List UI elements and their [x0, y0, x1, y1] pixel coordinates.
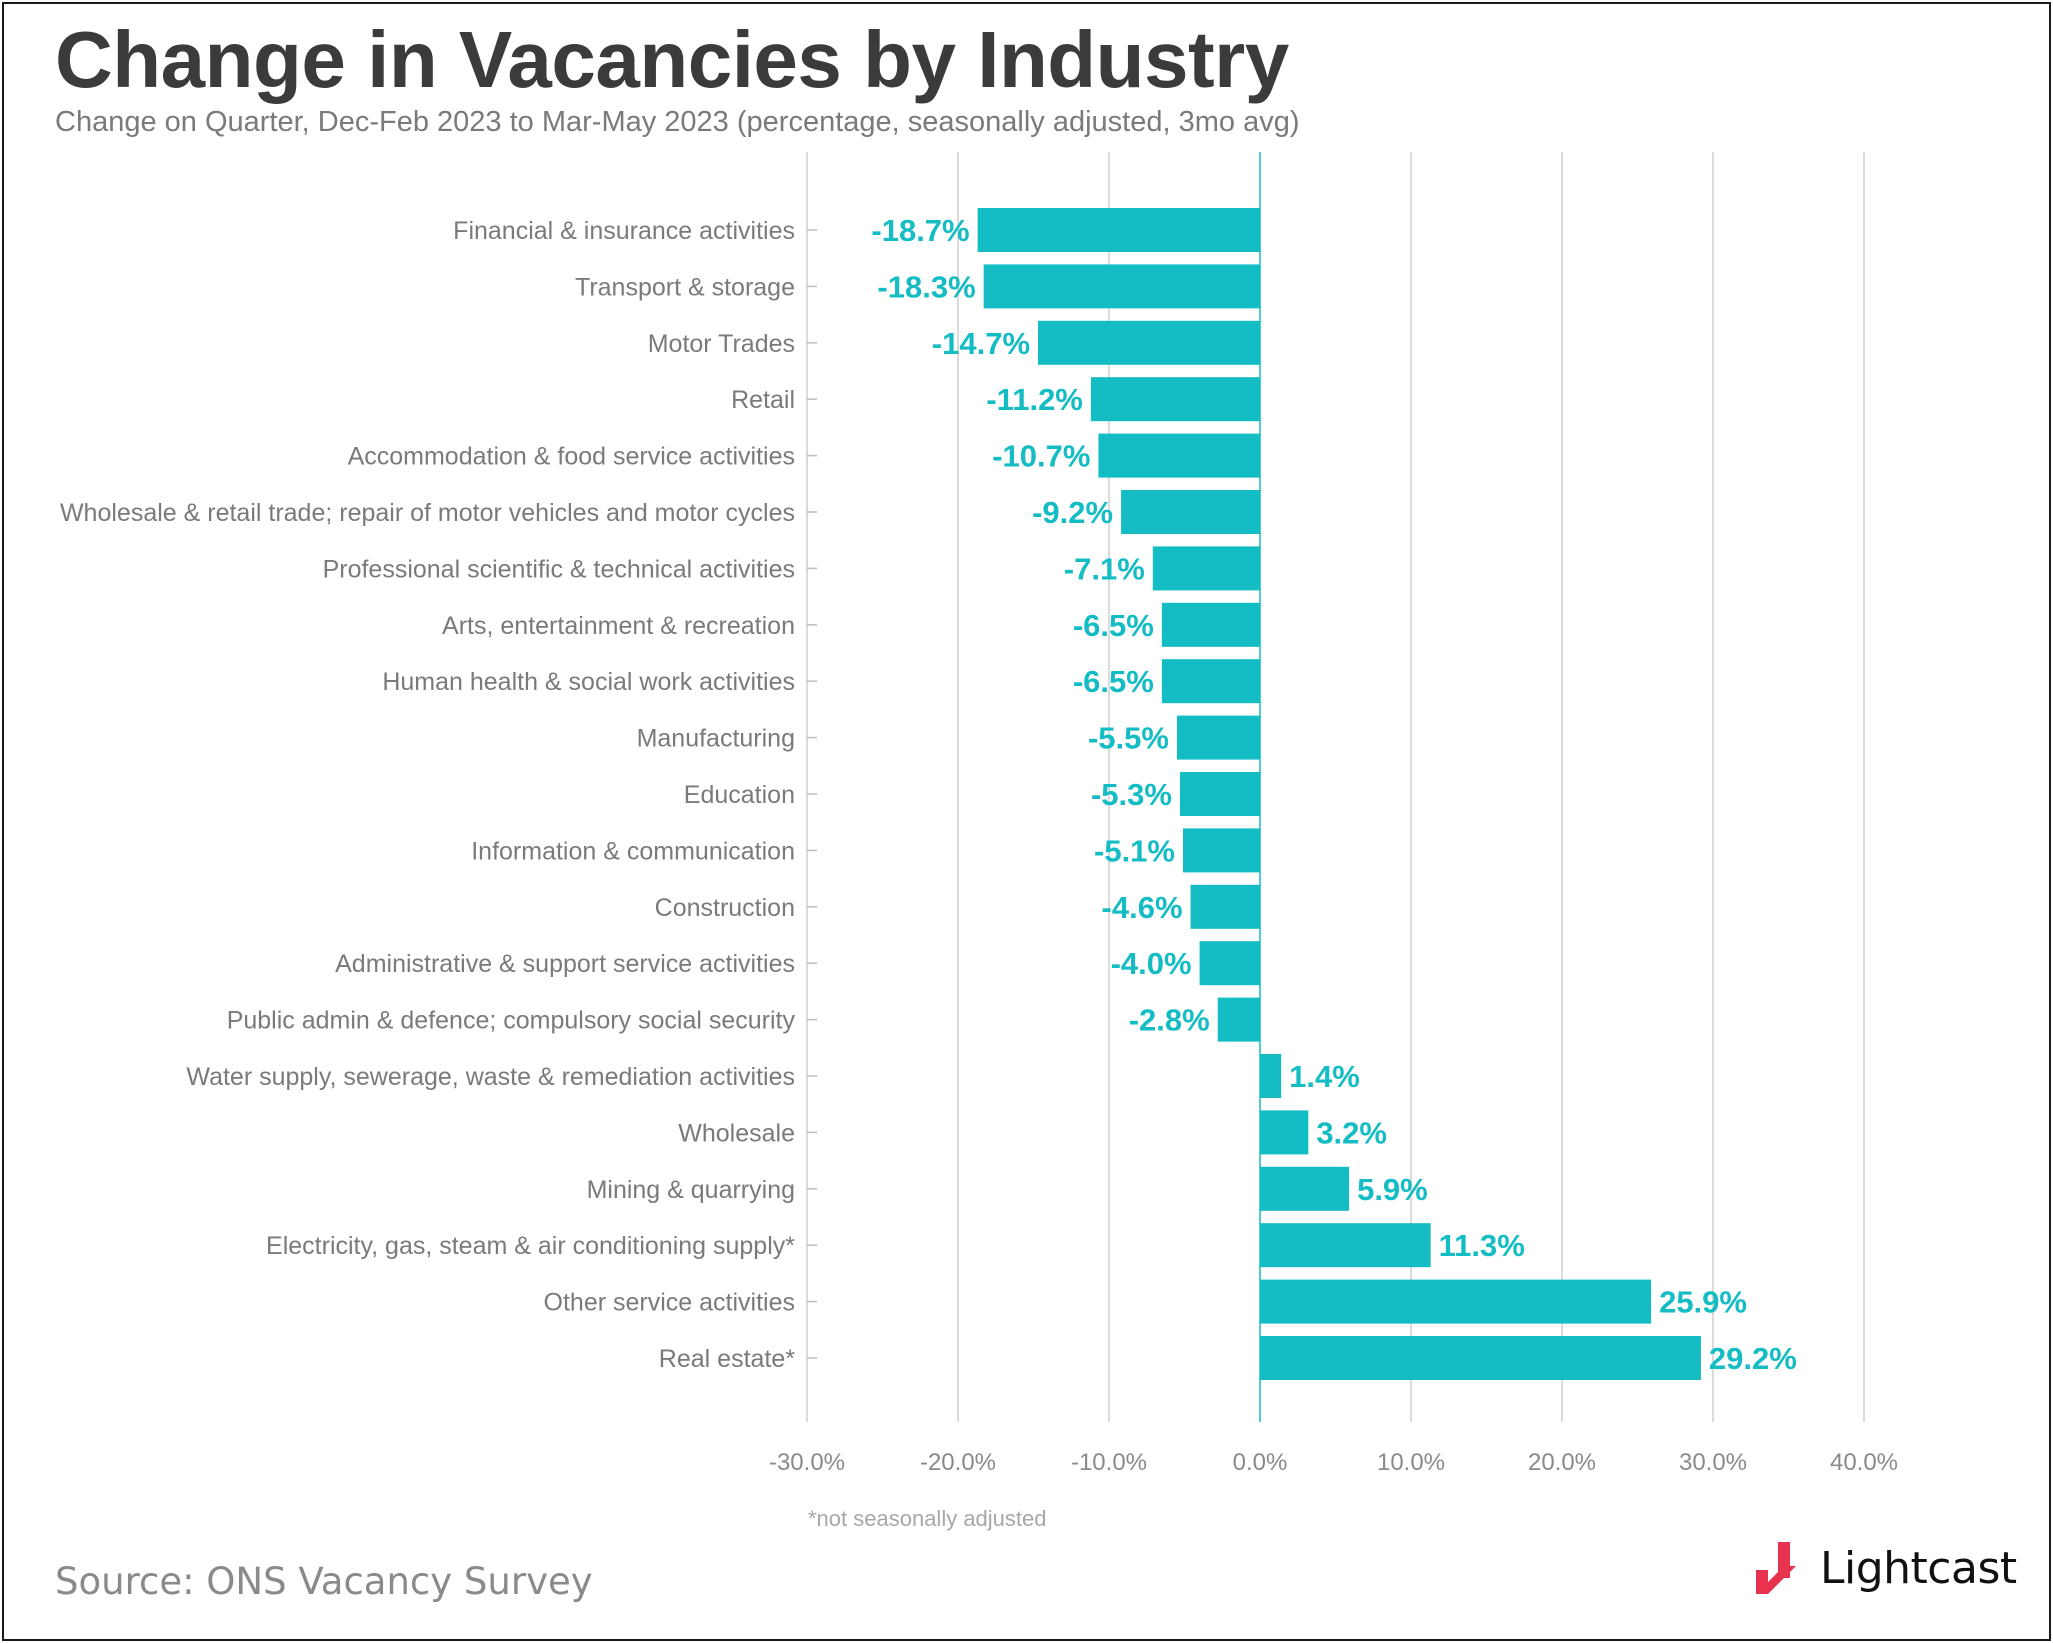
data-label: -5.5% — [1088, 721, 1169, 756]
category-label: Information & communication — [471, 837, 795, 865]
bar — [1190, 884, 1260, 929]
category-label: Construction — [655, 894, 795, 922]
bar — [1121, 490, 1260, 534]
bar — [1090, 377, 1260, 422]
source-note: Source: ONS Vacancy Survey — [55, 1560, 593, 1603]
bar — [1179, 772, 1260, 816]
category-label: Electricity, gas, steam & air conditioni… — [266, 1232, 795, 1260]
data-label: -5.1% — [1094, 833, 1175, 868]
category-label: Motor Trades — [648, 330, 795, 358]
x-tick-label: -20.0% — [920, 1449, 996, 1476]
category-label: Education — [684, 781, 795, 809]
data-label: 5.9% — [1357, 1172, 1428, 1207]
data-label: 1.4% — [1289, 1059, 1360, 1094]
bar — [1182, 828, 1260, 873]
category-label: Transport & storage — [575, 273, 795, 301]
category-label: Retail — [731, 386, 795, 414]
category-label: Human health & social work activities — [382, 668, 795, 696]
bar — [1260, 1223, 1431, 1268]
bar — [1152, 546, 1260, 591]
bar — [1199, 941, 1260, 986]
category-labels: Financial & insurance activities Transpor… — [60, 217, 817, 1373]
brand-logo: Lightcast — [1752, 1540, 2017, 1596]
data-label: -7.1% — [1064, 551, 1145, 586]
bar-chart: Financial & insurance activities Transpor… — [60, 152, 1898, 1476]
brand-name: Lightcast — [1820, 1542, 2017, 1594]
x-tick-label: 0.0% — [1233, 1449, 1288, 1476]
data-label: -10.7% — [992, 439, 1090, 474]
data-labels: -18.7% -18.3% -14.7% -11.2% -10.7% -9.2% -7.1%… — [871, 213, 1796, 1376]
category-label: Mining & quarrying — [587, 1176, 795, 1204]
data-label: -6.5% — [1073, 608, 1154, 643]
category-label: Water supply, sewerage, waste & remediat… — [186, 1063, 795, 1091]
bar — [1161, 659, 1260, 704]
data-label: -5.3% — [1091, 777, 1172, 812]
bar — [1260, 1166, 1350, 1211]
bar — [983, 264, 1260, 309]
data-label: 25.9% — [1659, 1285, 1747, 1320]
data-label: -18.7% — [871, 213, 969, 248]
bar — [1217, 997, 1260, 1042]
category-label: Wholesale & retail trade; repair of moto… — [60, 499, 795, 527]
data-label: -18.3% — [877, 269, 975, 304]
x-tick-label: 40.0% — [1830, 1449, 1898, 1476]
category-label: Real estate* — [659, 1345, 795, 1373]
category-label: Financial & insurance activities — [453, 217, 795, 245]
chart-title: Change in Vacancies by Industry — [55, 15, 1289, 104]
category-label: Other service activities — [544, 1289, 795, 1317]
bar — [1038, 320, 1260, 365]
category-label: Accommodation & food service activities — [348, 443, 795, 471]
data-label: -6.5% — [1073, 664, 1154, 699]
footnote: *not seasonally adjusted — [808, 1506, 1047, 1531]
lightcast-logo-icon — [1756, 1542, 1796, 1594]
bar — [1260, 1336, 1701, 1380]
bar — [1098, 433, 1260, 478]
data-label: 3.2% — [1316, 1115, 1387, 1150]
data-label: 29.2% — [1709, 1341, 1797, 1376]
category-label: Administrative & support service activit… — [335, 950, 795, 978]
bar — [1176, 715, 1260, 760]
bar — [977, 208, 1260, 252]
chart-subtitle: Change on Quarter, Dec-Feb 2023 to Mar-M… — [55, 106, 1300, 138]
data-label: -2.8% — [1129, 1003, 1210, 1038]
category-label: Manufacturing — [637, 725, 795, 753]
x-tick-label: 10.0% — [1377, 1449, 1445, 1476]
bars — [977, 208, 1701, 1380]
category-label: Arts, entertainment & recreation — [442, 612, 795, 640]
category-label: Wholesale — [678, 1119, 795, 1147]
category-label: Professional scientific & technical acti… — [323, 555, 795, 583]
bar — [1161, 602, 1260, 647]
data-label: 11.3% — [1439, 1228, 1525, 1263]
data-label: -4.6% — [1102, 890, 1183, 925]
x-tick-label: -30.0% — [769, 1449, 845, 1476]
x-tick-label: 20.0% — [1528, 1449, 1596, 1476]
category-label: Public admin & defence; compulsory socia… — [227, 1007, 796, 1035]
x-tick-label: 30.0% — [1679, 1449, 1747, 1476]
x-axis-ticks: -30.0% -20.0% -10.0% 0.0% 10.0% 20.0% 30.0% 40.… — [769, 1449, 1898, 1476]
data-label: -14.7% — [932, 326, 1030, 361]
bar — [1260, 1279, 1652, 1324]
bar — [1260, 1110, 1309, 1155]
bar — [1260, 1054, 1282, 1098]
data-label: -9.2% — [1032, 495, 1113, 530]
x-tick-label: -10.0% — [1071, 1449, 1147, 1476]
data-label: -4.0% — [1111, 946, 1192, 981]
data-label: -11.2% — [986, 382, 1083, 417]
